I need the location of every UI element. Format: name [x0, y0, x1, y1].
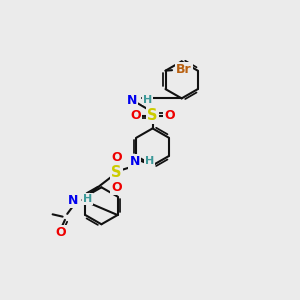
Text: N: N: [127, 94, 137, 107]
Text: O: O: [130, 109, 141, 122]
Text: O: O: [111, 151, 122, 164]
Text: Br: Br: [176, 63, 192, 76]
Text: O: O: [56, 226, 66, 239]
Text: H: H: [83, 194, 93, 204]
Text: N: N: [68, 194, 78, 206]
Text: O: O: [111, 181, 122, 194]
Text: S: S: [111, 165, 122, 180]
Text: N: N: [129, 155, 140, 168]
Text: O: O: [164, 109, 175, 122]
Text: H: H: [142, 94, 152, 104]
Text: H: H: [145, 156, 154, 166]
Text: S: S: [147, 108, 158, 123]
